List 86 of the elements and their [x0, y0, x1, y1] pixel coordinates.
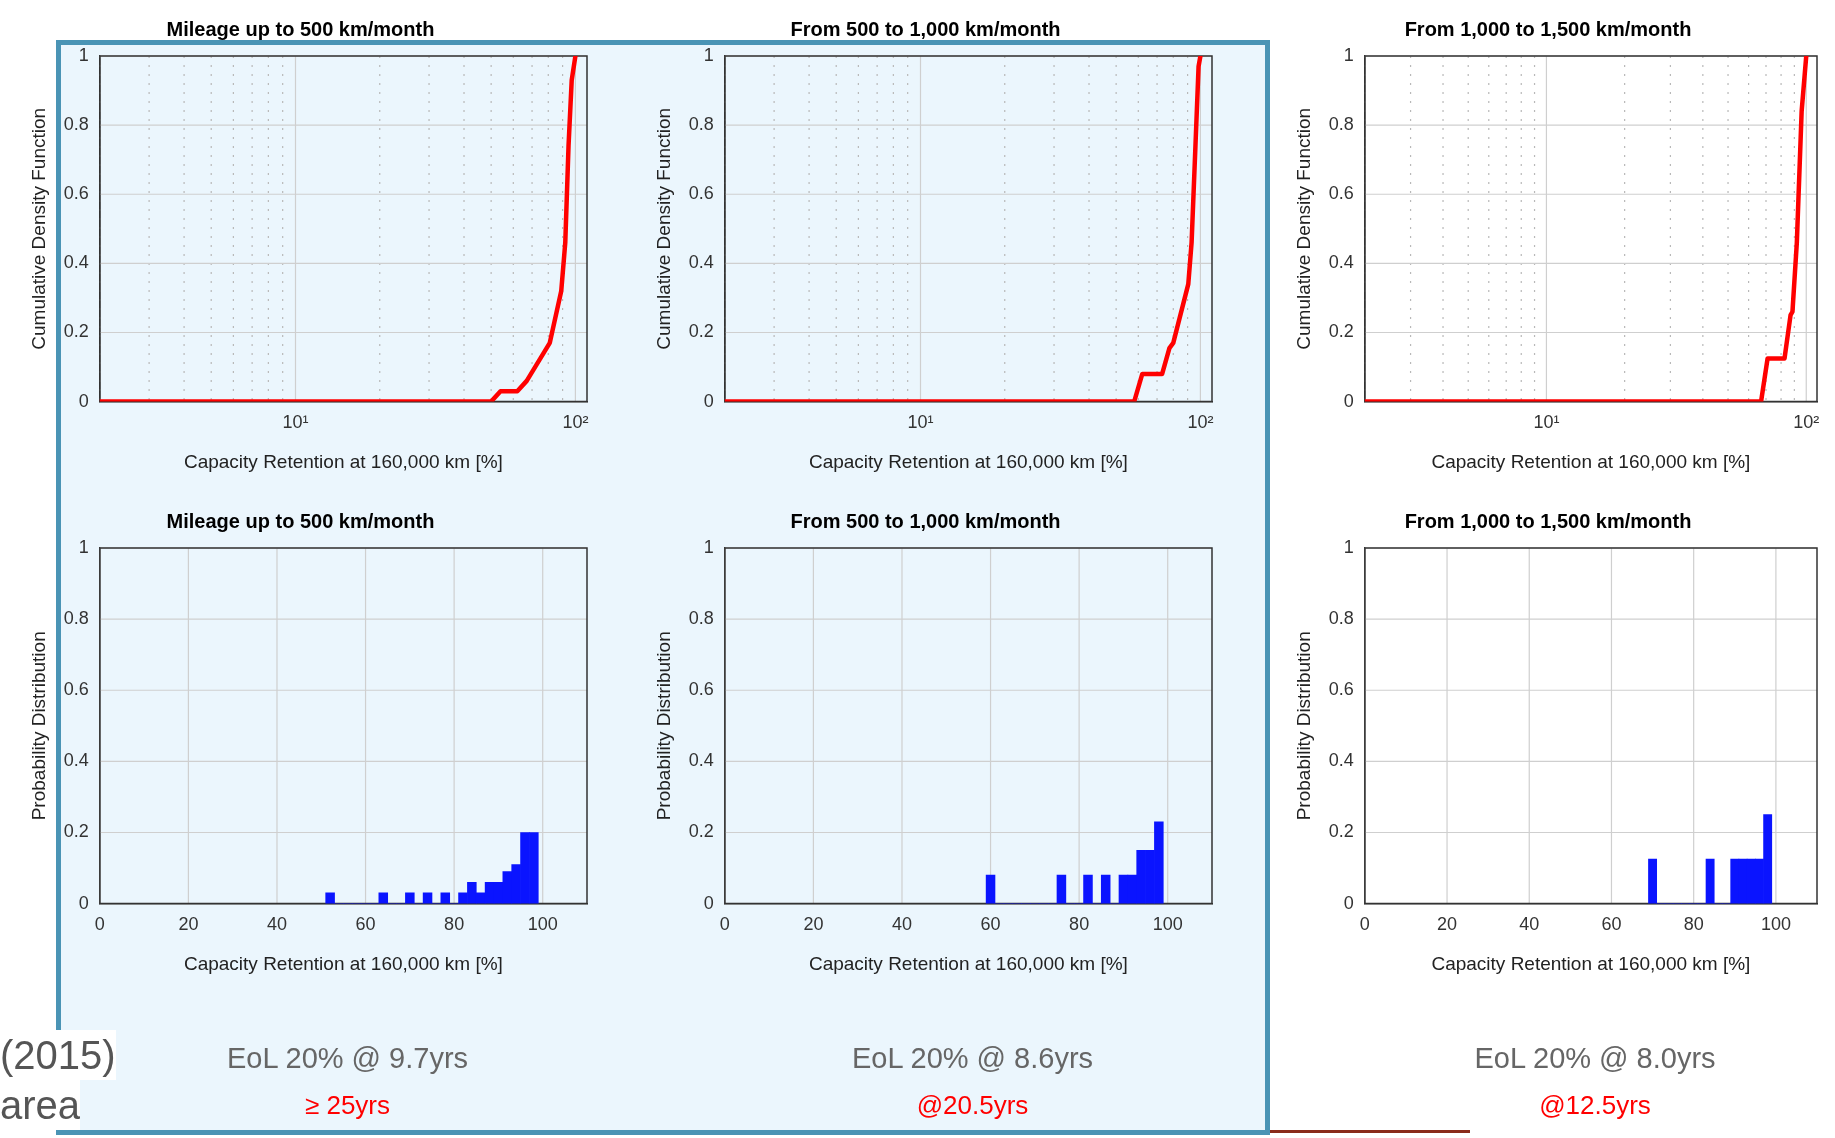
y-tick-label: 0	[78, 390, 89, 411]
y-axis-title: Probability Distribution	[1292, 631, 1314, 821]
x-tick-label: 20	[1437, 914, 1458, 935]
x-tick-label: 10¹	[282, 412, 309, 433]
chart-title: From 1,000 to 1,500 km/month	[1404, 17, 1692, 40]
y-tick-label: 0.4	[1328, 252, 1354, 273]
x-tick-label: 40	[891, 914, 912, 935]
x-tick-label: 100	[527, 914, 558, 935]
x-tick-label: 10¹	[907, 412, 934, 433]
y-tick-label: 0.6	[1328, 679, 1354, 700]
chart-title: From 500 to 1,000 km/month	[790, 509, 1061, 532]
chart-title: Mileage up to 500 km/month	[166, 17, 435, 40]
text: @12.5yrs	[1538, 1090, 1652, 1121]
y-tick-label: 0.8	[688, 608, 714, 629]
y-tick-label: 0.2	[1328, 321, 1354, 342]
x-axis-title: Capacity Retention at 160,000 km [%]	[183, 952, 503, 974]
y-axis-title: Cumulative Density Function	[1292, 107, 1314, 350]
text: ≥ 25yrs	[304, 1090, 391, 1120]
y-tick-label: 0.6	[63, 183, 89, 204]
y-tick-label: 0.8	[1328, 608, 1354, 629]
text: EoL 20% @ 9.7yrs	[226, 1042, 469, 1074]
x-tick-label: 60	[355, 914, 376, 935]
y-tick-label: 0	[78, 892, 89, 913]
y-tick-label: 0	[703, 892, 714, 913]
x-tick-label: 10²	[562, 412, 589, 433]
y-tick-label: 0.8	[1328, 114, 1354, 135]
x-tick-label: 10²	[1793, 412, 1820, 433]
y-tick-label: 0.2	[63, 321, 89, 342]
y-tick-label: 0.4	[1328, 750, 1354, 771]
y-tick-label: 0	[1343, 390, 1354, 411]
x-tick-label: 20	[803, 914, 824, 935]
x-tick-label: 80	[1069, 914, 1090, 935]
y-tick-label: 0.8	[688, 114, 714, 135]
y-tick-label: 1	[1343, 536, 1354, 557]
x-axis-title: Capacity Retention at 160,000 km [%]	[808, 450, 1128, 472]
y-tick-label: 0.8	[63, 114, 89, 135]
y-tick-label: 1	[703, 44, 714, 65]
y-tick-label: 0.6	[1328, 183, 1354, 204]
x-axis-title: Capacity Retention at 160,000 km [%]	[183, 450, 503, 472]
x-axis-title: Capacity Retention at 160,000 km [%]	[1431, 450, 1751, 472]
y-axis-title: Probability Distribution	[652, 631, 674, 821]
y-tick-label: 0.2	[688, 321, 714, 342]
x-tick-label: 60	[980, 914, 1001, 935]
chart-title: Mileage up to 500 km/month	[166, 509, 435, 532]
y-tick-label: 0.6	[63, 679, 89, 700]
chart-title: From 1,000 to 1,500 km/month	[1404, 509, 1692, 532]
y-tick-label: 0.2	[1328, 821, 1354, 842]
y-tick-label: 0.6	[688, 679, 714, 700]
text: EoL 20% @ 8.6yrs	[850, 1042, 1095, 1075]
x-tick-label: 100	[1760, 914, 1791, 935]
chart-title: From 500 to 1,000 km/month	[790, 17, 1061, 40]
y-tick-label: 0.6	[688, 183, 714, 204]
text: area	[0, 1080, 81, 1130]
x-tick-label: 10¹	[1533, 412, 1560, 433]
y-tick-label: 0.4	[688, 252, 714, 273]
x-tick-label: 0	[94, 914, 105, 935]
text: (2015)	[0, 1030, 116, 1080]
y-tick-label: 0.4	[63, 750, 89, 771]
y-tick-label: 1	[703, 536, 714, 557]
x-axis-title: Capacity Retention at 160,000 km [%]	[808, 952, 1128, 974]
text: @20.5yrs	[915, 1090, 1030, 1121]
x-axis-title: Capacity Retention at 160,000 km [%]	[1431, 952, 1751, 974]
x-tick-label: 0	[1359, 914, 1370, 935]
x-tick-label: 80	[444, 914, 465, 935]
x-tick-label: 20	[178, 914, 199, 935]
y-tick-label: 1	[1343, 44, 1354, 65]
x-tick-label: 100	[1152, 914, 1183, 935]
y-tick-label: 1	[78, 536, 89, 557]
y-tick-label: 0	[703, 390, 714, 411]
y-tick-label: 0.2	[688, 821, 714, 842]
y-tick-label: 0.8	[63, 608, 89, 629]
text: EoL 20% @ 8.0yrs	[1473, 1042, 1717, 1075]
x-tick-label: 80	[1683, 914, 1704, 935]
y-axis-title: Cumulative Density Function	[27, 107, 49, 350]
x-tick-label: 60	[1601, 914, 1622, 935]
y-axis-title: Probability Distribution	[27, 631, 49, 821]
x-tick-label: 0	[719, 914, 730, 935]
y-tick-label: 1	[78, 44, 89, 65]
y-tick-label: 0	[1343, 892, 1354, 913]
y-tick-label: 0.2	[63, 821, 89, 842]
x-tick-label: 40	[1519, 914, 1540, 935]
x-tick-label: 10²	[1187, 412, 1214, 433]
y-tick-label: 0.4	[63, 252, 89, 273]
y-axis-title: Cumulative Density Function	[652, 107, 674, 350]
y-tick-label: 0.4	[688, 750, 714, 771]
x-tick-label: 40	[266, 914, 287, 935]
